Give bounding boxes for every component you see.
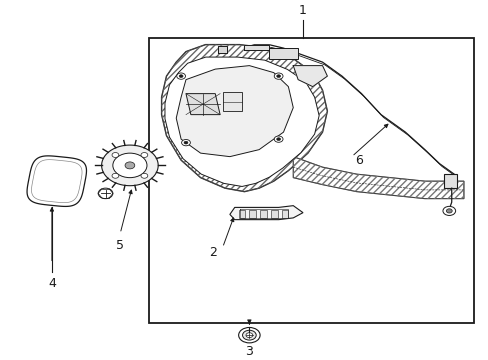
- Polygon shape: [27, 156, 86, 206]
- Polygon shape: [176, 66, 293, 157]
- Bar: [268, 48, 298, 59]
- Circle shape: [98, 188, 113, 199]
- Circle shape: [442, 206, 455, 215]
- Circle shape: [112, 153, 119, 157]
- Circle shape: [245, 333, 252, 338]
- Polygon shape: [229, 206, 303, 220]
- Polygon shape: [293, 157, 463, 199]
- Circle shape: [274, 136, 283, 142]
- Bar: [281, 210, 288, 217]
- Circle shape: [179, 75, 183, 77]
- Circle shape: [113, 153, 147, 177]
- Circle shape: [276, 75, 280, 77]
- Text: 1: 1: [299, 4, 306, 17]
- Text: 2: 2: [208, 246, 216, 260]
- Bar: [222, 92, 242, 111]
- Text: 6: 6: [354, 154, 362, 167]
- Bar: [149, 37, 473, 323]
- Circle shape: [141, 173, 147, 178]
- Circle shape: [242, 330, 256, 340]
- Polygon shape: [185, 94, 220, 114]
- Text: 3: 3: [245, 345, 253, 357]
- Polygon shape: [102, 145, 158, 186]
- Circle shape: [276, 138, 280, 140]
- Bar: [444, 174, 456, 188]
- Bar: [260, 210, 266, 217]
- Circle shape: [274, 73, 283, 79]
- Polygon shape: [244, 45, 268, 50]
- Circle shape: [181, 139, 190, 146]
- Circle shape: [446, 209, 451, 213]
- Polygon shape: [293, 66, 327, 87]
- Circle shape: [183, 141, 187, 144]
- Bar: [249, 210, 256, 217]
- Polygon shape: [164, 57, 319, 186]
- Circle shape: [141, 153, 147, 157]
- Circle shape: [176, 73, 185, 79]
- Circle shape: [112, 173, 119, 178]
- Polygon shape: [217, 46, 227, 53]
- Circle shape: [238, 328, 260, 343]
- Polygon shape: [161, 45, 327, 192]
- Text: 4: 4: [48, 278, 56, 291]
- Bar: [238, 210, 245, 217]
- Circle shape: [125, 162, 135, 169]
- Bar: [270, 210, 277, 217]
- Text: 5: 5: [116, 239, 124, 252]
